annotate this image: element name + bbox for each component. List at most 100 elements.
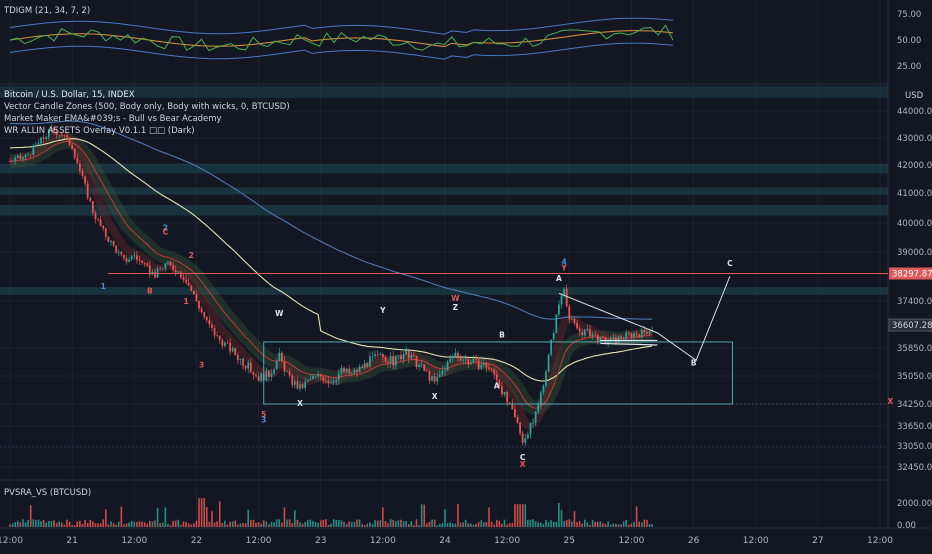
symbol-title[interactable]: Bitcoin / U.S. Dollar, 15, INDEX bbox=[4, 90, 135, 100]
volume-bar bbox=[146, 523, 149, 527]
volume-bar bbox=[638, 521, 640, 527]
candle-body bbox=[159, 268, 162, 270]
candle-body bbox=[402, 354, 405, 359]
volume-bar bbox=[356, 519, 358, 527]
volume-bar bbox=[389, 519, 392, 527]
volume-bar bbox=[128, 522, 130, 527]
volume-bar bbox=[156, 507, 159, 527]
volume-bar bbox=[226, 524, 229, 527]
volume-bar bbox=[105, 509, 107, 527]
candle-body bbox=[348, 368, 351, 374]
candle-body bbox=[172, 265, 175, 270]
candle-body bbox=[40, 137, 42, 144]
candle-body bbox=[86, 183, 89, 198]
wave-label: Z bbox=[453, 303, 459, 312]
wave-label: X bbox=[520, 460, 526, 469]
volume-bar bbox=[29, 505, 32, 527]
candle-body bbox=[418, 364, 421, 367]
candle-body bbox=[11, 160, 14, 162]
time-tick-label: 12:00 bbox=[121, 536, 147, 546]
volume-bar bbox=[410, 521, 413, 527]
candle-body bbox=[345, 368, 348, 372]
candle-body bbox=[47, 129, 50, 138]
candle-body bbox=[229, 342, 231, 352]
candle-body bbox=[646, 332, 648, 334]
volume-bar bbox=[306, 520, 309, 527]
volume-bar bbox=[58, 521, 60, 527]
wave-label: A bbox=[494, 381, 500, 390]
candle-body bbox=[547, 354, 550, 372]
candle-body bbox=[63, 135, 66, 136]
candle-body bbox=[343, 367, 345, 372]
candle-body bbox=[94, 212, 97, 219]
volume-bar bbox=[185, 521, 187, 527]
volume-bar bbox=[633, 521, 635, 527]
candle-body bbox=[291, 375, 294, 385]
candle-body bbox=[472, 359, 475, 363]
indicator-pane bbox=[9, 17, 674, 60]
candle-body bbox=[563, 288, 566, 296]
candle-body bbox=[596, 335, 599, 343]
volume-bar bbox=[273, 522, 275, 527]
volume-bar bbox=[182, 521, 185, 527]
legend-wr-overlay[interactable]: WR ALLIN ASSETS Overlay V0.1.1 □□ (Dark) bbox=[4, 126, 195, 136]
candle-body bbox=[501, 386, 503, 395]
candle-body bbox=[508, 402, 511, 404]
price-tick-label: 44000.00 bbox=[897, 107, 932, 117]
volume-bar bbox=[635, 506, 638, 527]
candle-body bbox=[485, 362, 488, 368]
volume-bar bbox=[439, 523, 441, 527]
candle-body bbox=[361, 366, 364, 369]
volume-bar bbox=[211, 511, 213, 527]
volume-bar bbox=[441, 523, 444, 527]
volume-bar bbox=[35, 520, 37, 527]
candle-body bbox=[218, 335, 221, 340]
candle-body bbox=[319, 374, 322, 377]
volume-bar bbox=[493, 524, 495, 527]
volume-bar bbox=[275, 519, 278, 527]
candle-body bbox=[583, 330, 586, 336]
legend-vector-zones[interactable]: Vector Candle Zones (500, Body only, Bod… bbox=[4, 102, 290, 112]
candle-body bbox=[511, 403, 514, 410]
candle-body bbox=[400, 355, 402, 359]
candle-body bbox=[247, 362, 250, 369]
volume-bar bbox=[123, 524, 125, 527]
volume-bar bbox=[205, 507, 208, 527]
candle-body bbox=[187, 282, 190, 286]
volume-bar bbox=[9, 524, 11, 527]
volume-bar bbox=[312, 520, 314, 527]
candle-body bbox=[81, 170, 84, 177]
candle-body bbox=[371, 356, 374, 357]
volume-bar bbox=[467, 523, 470, 527]
wave-label: 5 bbox=[261, 410, 266, 419]
candle-body bbox=[317, 374, 320, 377]
volume-bar bbox=[560, 510, 563, 527]
vector-zone bbox=[0, 287, 888, 295]
volume-bar bbox=[457, 503, 459, 527]
candle-body bbox=[249, 362, 252, 373]
candle-body bbox=[602, 336, 604, 338]
volume-bar bbox=[138, 521, 141, 527]
candle-body bbox=[532, 422, 534, 424]
volume-bar bbox=[319, 520, 322, 527]
candle-body bbox=[190, 285, 193, 291]
candle-body bbox=[648, 331, 651, 334]
candle-body bbox=[133, 255, 136, 257]
candle-body bbox=[366, 363, 369, 367]
candle-body bbox=[397, 355, 400, 357]
volume-bar bbox=[99, 523, 102, 527]
volume-bar bbox=[24, 522, 27, 527]
wave-label: C bbox=[163, 228, 169, 237]
volume-bar bbox=[433, 519, 436, 527]
tdi-rsi-line bbox=[9, 24, 674, 52]
volume-bar bbox=[451, 523, 454, 527]
candle-body bbox=[431, 376, 433, 381]
volume-tick-label: 2000.00 bbox=[897, 499, 932, 509]
volume-bar bbox=[483, 522, 485, 527]
candle-body bbox=[115, 245, 118, 253]
tdi-signal-line bbox=[9, 30, 673, 48]
volume-bar bbox=[426, 523, 428, 527]
candle-body bbox=[185, 279, 187, 283]
legend-market-maker-ema[interactable]: Market Maker EMA&#039;s - Bull vs Bear A… bbox=[4, 114, 222, 124]
candle-body bbox=[200, 308, 203, 313]
